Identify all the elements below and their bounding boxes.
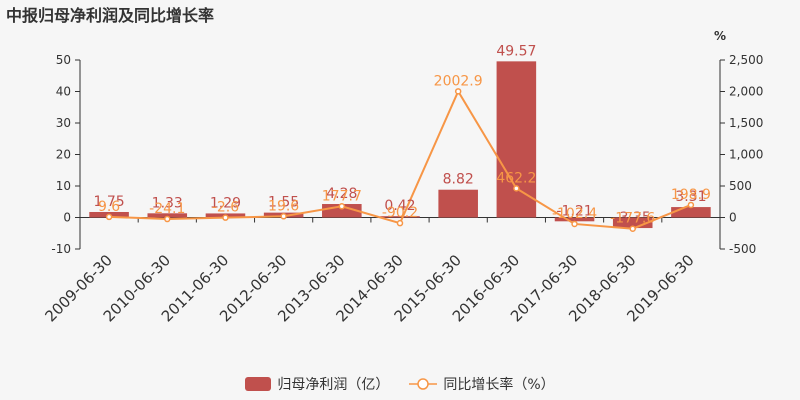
growth-value-label: -102.4 (552, 206, 597, 222)
growth-value-label: -177.6 (610, 211, 655, 227)
growth-line (105, 88, 695, 232)
growth-value-label: 19.6 (268, 198, 299, 214)
y-right-tick-label: 1,500 (729, 116, 763, 130)
growth-point (396, 219, 404, 227)
y-left-tick-label: 20 (56, 148, 71, 162)
growth-value-label: 462.2 (496, 170, 536, 186)
growth-value-label: -24.1 (149, 201, 185, 217)
y-right-tick-label: 500 (729, 179, 752, 193)
y-right-tick-label: 0 (729, 211, 737, 225)
bar-value-label: 1.55 (268, 195, 299, 211)
growth-point (687, 201, 695, 209)
growth-point (513, 185, 520, 192)
y-right-tick-label: 1,000 (729, 148, 763, 162)
bar-value-label: 1.75 (94, 194, 125, 210)
bar-value-label: 8.82 (443, 172, 474, 188)
growth-point (280, 213, 287, 220)
bar-value-label: 1.29 (210, 195, 241, 211)
growth-point (571, 220, 578, 228)
bar (496, 61, 537, 218)
bar (612, 217, 653, 229)
growth-value-label: -90.2 (382, 205, 418, 221)
legend-swatch-bar (245, 377, 272, 391)
legend-label-bar: 归母净利润（亿） (277, 377, 390, 393)
growth-value-label: 9.6 (98, 199, 120, 215)
growth-value-label: 177.7 (322, 188, 362, 204)
growth-point (338, 203, 346, 210)
bar (147, 213, 188, 218)
y-right-tick-label: -500 (729, 242, 756, 256)
y-left-tick-label: 40 (56, 85, 71, 99)
legend-label-line: 同比增长率（%） (443, 377, 555, 393)
growth-point (454, 88, 462, 95)
bar-value-label: -3.35 (615, 210, 651, 226)
y-left-tick-label: 30 (56, 116, 71, 130)
growth-value-label: -2.6 (212, 200, 239, 216)
bar (380, 216, 420, 218)
legend-item-bar[interactable]: 归母净利润（亿） (245, 374, 389, 394)
y-right-tick-label: 2,500 (729, 53, 763, 67)
growth-point (629, 225, 636, 232)
growth-point (105, 213, 113, 221)
y-left-tick-label: -10 (51, 242, 71, 256)
legend-item-line[interactable]: 同比增长率（%） (409, 374, 555, 394)
legend-swatch-line (409, 378, 438, 390)
legend: 归母净利润（亿） 同比增长率（%） (0, 374, 800, 394)
growth-value-label: 2002.9 (434, 73, 483, 89)
bar-value-label: 1.33 (152, 195, 183, 211)
y-left-tick-label: 0 (63, 211, 71, 225)
bar-value-label: 4.28 (326, 186, 357, 202)
bar-value-label: 49.57 (496, 43, 536, 59)
bar-value-label: -1.21 (556, 203, 592, 219)
chart-title: 中报归母净利润及同比增长率 (6, 6, 215, 25)
bar-value-label: 0.42 (384, 198, 415, 214)
bar (554, 217, 595, 222)
bar-value-label: 3.31 (675, 189, 706, 205)
axes: -10 0 10 20 30 40 50 -500 0 500 1,000 1,500 2,000 2,5… (42, 29, 764, 325)
y-right-tick-label: 2,000 (729, 85, 763, 99)
y-left-tick-label: 50 (56, 53, 71, 67)
data-labels: 1.75 1.33 1.29 1.55 4.28 0.42 8.82 49.57 -1.21 -3… (94, 43, 711, 226)
y-left-tick-label: 10 (56, 179, 71, 193)
y-right-unit: % (714, 29, 726, 43)
bar (671, 207, 711, 218)
growth-point (222, 214, 229, 221)
growth-point (164, 215, 171, 223)
bar (438, 189, 478, 218)
growth-value-label: 198.9 (671, 187, 711, 203)
